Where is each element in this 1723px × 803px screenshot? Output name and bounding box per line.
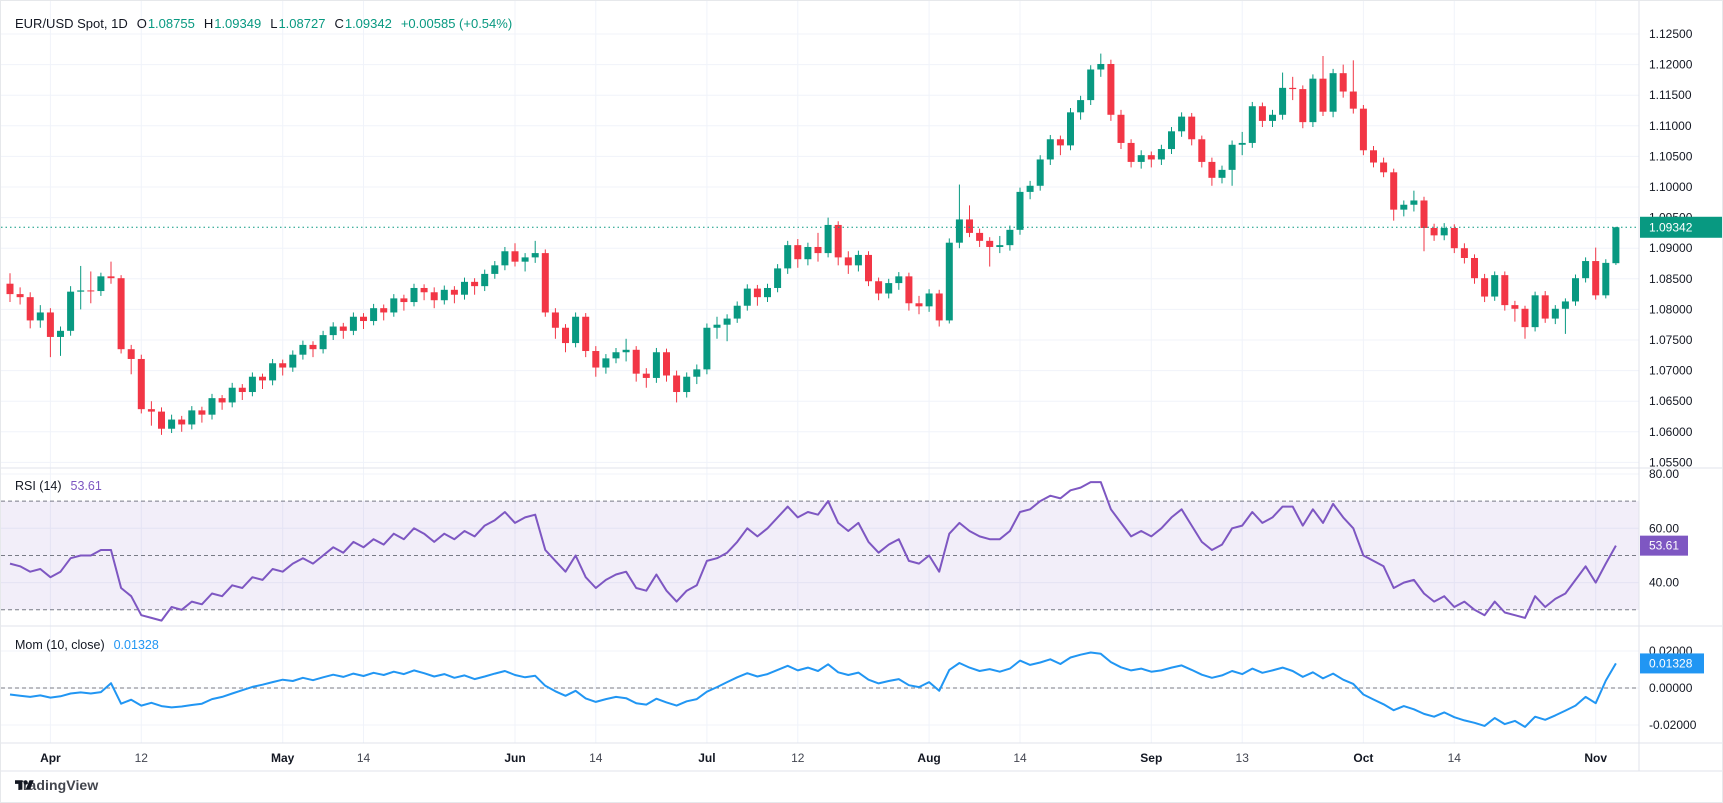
svg-text:1.09000: 1.09000 — [1649, 241, 1693, 255]
svg-text:13: 13 — [1236, 751, 1250, 765]
svg-text:14: 14 — [357, 751, 371, 765]
svg-text:1.09342: 1.09342 — [1649, 220, 1693, 234]
svg-text:1.07500: 1.07500 — [1649, 333, 1693, 347]
svg-text:60.00: 60.00 — [1649, 521, 1679, 535]
svg-text:May: May — [271, 751, 295, 765]
svg-text:1.11500: 1.11500 — [1649, 88, 1692, 102]
svg-text:0.00000: 0.00000 — [1649, 681, 1693, 695]
svg-text:14: 14 — [589, 751, 603, 765]
svg-text:40.00: 40.00 — [1649, 576, 1679, 590]
symbol-title: EUR/USD Spot, 1D — [15, 16, 128, 31]
svg-text:Jun: Jun — [504, 751, 525, 765]
svg-text:1.05500: 1.05500 — [1649, 455, 1693, 469]
price-axis[interactable]: 1.12500 1.12000 1.11500 1.11000 1.10500 1.100… — [1649, 27, 1697, 732]
rsi-title: RSI (14) — [15, 479, 62, 493]
svg-text:14: 14 — [1448, 751, 1462, 765]
svg-text:14: 14 — [1013, 751, 1027, 765]
legend-low: L 1.08727 — [270, 16, 326, 31]
svg-text:1.10500: 1.10500 — [1649, 149, 1693, 163]
tradingview-attribution[interactable]: TradingView — [15, 777, 98, 793]
svg-text:1.12000: 1.12000 — [1649, 58, 1693, 72]
mom-line — [9, 651, 1617, 728]
svg-text:53.61: 53.61 — [1649, 539, 1679, 553]
mom-value: 0.01328 — [113, 638, 159, 652]
svg-text:1.06000: 1.06000 — [1649, 425, 1693, 439]
candlestick-series — [6, 53, 1620, 435]
svg-text:1.11000: 1.11000 — [1649, 119, 1692, 133]
svg-text:Jul: Jul — [698, 751, 715, 765]
legend-open: O 1.08755 — [136, 16, 195, 31]
svg-text:Oct: Oct — [1353, 751, 1373, 765]
gridlines — [1, 1, 1639, 743]
svg-text:12: 12 — [135, 751, 149, 765]
time-axis[interactable]: Apr 12 May 14 Jun 14 Jul 12 Aug 14 Sep 13 Oct 14 Nov — [40, 751, 1607, 765]
svg-text:1.06500: 1.06500 — [1649, 394, 1693, 408]
indicator-level-lines — [1, 500, 1639, 689]
svg-text:12: 12 — [791, 751, 805, 765]
svg-text:Aug: Aug — [917, 751, 940, 765]
legend-change: +0.00585 (+0.54%) — [400, 16, 513, 31]
rsi-value: 53.61 — [70, 479, 102, 493]
mom-legend: Mom (10, close) 0.01328 — [15, 637, 159, 653]
svg-text:1.08500: 1.08500 — [1649, 272, 1693, 286]
svg-text:Nov: Nov — [1584, 751, 1607, 765]
svg-text:Apr: Apr — [40, 751, 61, 765]
svg-text:1.08000: 1.08000 — [1649, 302, 1693, 316]
svg-text:1.10000: 1.10000 — [1649, 180, 1693, 194]
svg-text:-0.02000: -0.02000 — [1649, 718, 1697, 732]
legend-high: H 1.09349 — [203, 16, 262, 31]
tradingview-logo-icon — [15, 780, 34, 790]
svg-text:Sep: Sep — [1140, 751, 1162, 765]
axis-badges: 1.09342 53.61 0.01328 — [1640, 216, 1722, 674]
mom-title: Mom (10, close) — [15, 638, 105, 652]
symbol-legend: EUR/USD Spot, 1D O 1.08755 H 1.09349 L 1.08… — [15, 16, 512, 32]
legend-close: C 1.09342 — [334, 16, 392, 31]
rsi-line — [9, 481, 1617, 622]
pane-separators — [1, 1, 1722, 772]
svg-text:1.07000: 1.07000 — [1649, 364, 1693, 378]
svg-text:0.01328: 0.01328 — [1649, 656, 1693, 670]
svg-text:80.00: 80.00 — [1649, 467, 1679, 481]
tradingview-logo-text: TradingView — [15, 777, 99, 793]
rsi-legend: RSI (14) 53.61 — [15, 478, 102, 494]
svg-text:1.12500: 1.12500 — [1649, 27, 1693, 41]
